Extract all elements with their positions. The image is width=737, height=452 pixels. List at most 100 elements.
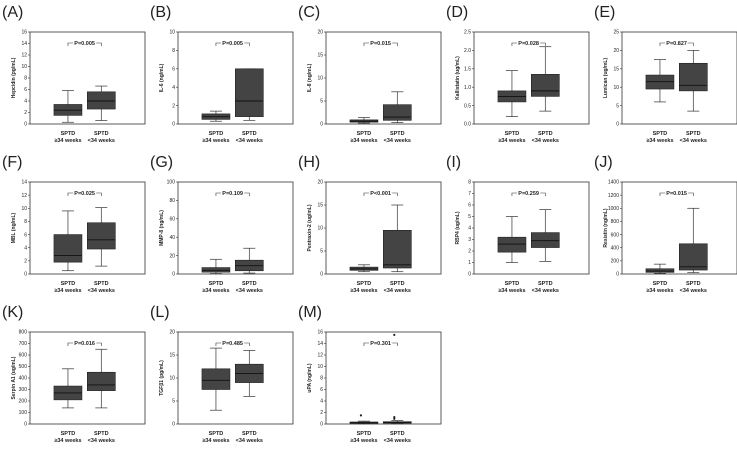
chart-panel: (D) 0.0 0.5 1.0 1.5 2.0 2.5 Kallistatin (ug/mL)… (446, 4, 590, 144)
y-tick-label: 2 (24, 110, 27, 116)
significance-bracket (67, 42, 102, 46)
panel-label: (K) (2, 304, 23, 321)
panel-label: (E) (594, 4, 615, 21)
x-category-label: SPTD (209, 281, 224, 287)
y-tick-label: 200 (611, 259, 620, 265)
p-value-label: P=0.016 (74, 341, 95, 347)
y-tick-label: 40 (169, 235, 175, 241)
x-category-label: SPTD (390, 131, 405, 137)
y-tick-label: 10 (317, 226, 323, 232)
x-category-label: SPTD (94, 281, 109, 287)
box (530, 74, 560, 97)
y-tick-label: 12 (317, 353, 323, 359)
x-category-label: SPTD (61, 431, 76, 437)
x-category-label: ≥34 weeks (202, 138, 229, 144)
x-category-label: ≥34 weeks (54, 138, 81, 144)
y-tick-label: 700 (19, 341, 28, 347)
x-category-label: <34 weeks (680, 288, 707, 294)
y-tick-label: 2 (468, 249, 471, 255)
y-axis-label: Resistin (ng/mL) (603, 208, 609, 248)
y-tick-label: 6 (172, 67, 175, 73)
y-tick-label: 80 (169, 198, 175, 204)
x-category-label: SPTD (505, 131, 520, 137)
outlier-point (393, 333, 396, 336)
x-category-label: SPTD (357, 281, 372, 287)
y-tick-label: 0 (172, 122, 175, 128)
y-tick-label: 2.0 (464, 48, 471, 54)
box (497, 236, 527, 253)
y-tick-label: 6 (468, 203, 471, 209)
y-tick-label: 1.5 (464, 67, 471, 73)
significance-bracket (363, 42, 398, 46)
y-tick-label: 2 (320, 410, 323, 416)
x-category-label: ≥34 weeks (350, 438, 377, 444)
panel-label: (C) (298, 4, 320, 21)
y-tick-label: 16 (21, 30, 27, 36)
y-tick-label: 8 (172, 48, 175, 54)
y-tick-label: 2.5 (464, 30, 471, 36)
p-value-label: P=0.005 (74, 41, 95, 47)
x-category-label: SPTD (538, 131, 553, 137)
x-category-label: ≥34 weeks (54, 288, 81, 294)
plot-frame (473, 31, 590, 125)
outlier-point (393, 417, 396, 420)
x-category-label: <34 weeks (384, 288, 411, 294)
box (87, 371, 116, 391)
y-tick-label: 20 (317, 180, 323, 186)
y-tick-label: 10 (317, 364, 323, 370)
x-category-label: SPTD (538, 281, 553, 287)
y-tick-label: 0 (320, 122, 323, 128)
y-tick-label: 8 (24, 219, 27, 225)
outlier-point (393, 416, 396, 419)
x-category-label: SPTD (94, 431, 109, 437)
panel-label: (F) (2, 154, 22, 171)
panel-label: (I) (446, 154, 461, 171)
y-tick-label: 12 (21, 193, 27, 199)
box (382, 104, 412, 121)
significance-bracket (215, 192, 250, 196)
x-category-label: <34 weeks (236, 438, 263, 444)
panel-label: (A) (2, 4, 23, 21)
y-axis-label: MMP-8 (ng/mL) (159, 210, 165, 246)
y-tick-label: 15 (169, 353, 175, 359)
y-tick-label: 100 (167, 180, 176, 186)
x-category-label: ≥34 weeks (498, 288, 525, 294)
x-category-label: SPTD (686, 131, 701, 137)
y-tick-label: 10 (21, 206, 27, 212)
box (678, 62, 708, 92)
x-category-label: SPTD (653, 131, 668, 137)
panel-label: (J) (594, 154, 613, 171)
x-category-label: SPTD (242, 431, 257, 437)
y-tick-label: 300 (19, 387, 28, 393)
y-axis-label: IL-6 (ng/mL) (159, 63, 165, 92)
p-value-label: P=0.827 (666, 41, 687, 47)
y-tick-label: 800 (611, 219, 620, 225)
y-tick-label: 4 (24, 245, 27, 251)
y-tick-label: 15 (317, 203, 323, 209)
x-category-label: SPTD (357, 431, 372, 437)
y-axis-label: MBL (ng/mL) (11, 212, 17, 243)
x-category-label: <34 weeks (236, 288, 263, 294)
y-tick-label: 3 (468, 237, 471, 243)
significance-bracket (67, 342, 102, 346)
plot-frame (621, 31, 737, 125)
significance-bracket (67, 192, 102, 196)
y-tick-label: 0.0 (464, 122, 471, 128)
y-tick-label: 4 (320, 399, 323, 405)
y-tick-label: 12 (21, 53, 27, 59)
x-category-label: <34 weeks (384, 138, 411, 144)
box (382, 230, 412, 269)
y-tick-label: 60 (169, 217, 175, 223)
y-tick-label: 25 (613, 30, 619, 36)
y-tick-label: 16 (317, 330, 323, 336)
x-category-label: <34 weeks (236, 138, 263, 144)
plot-frame (177, 31, 294, 125)
y-axis-label: Hepcidin (pg/mL) (11, 57, 17, 98)
y-tick-label: 1400 (608, 180, 619, 186)
x-category-label: SPTD (390, 431, 405, 437)
x-category-label: ≥34 weeks (202, 438, 229, 444)
